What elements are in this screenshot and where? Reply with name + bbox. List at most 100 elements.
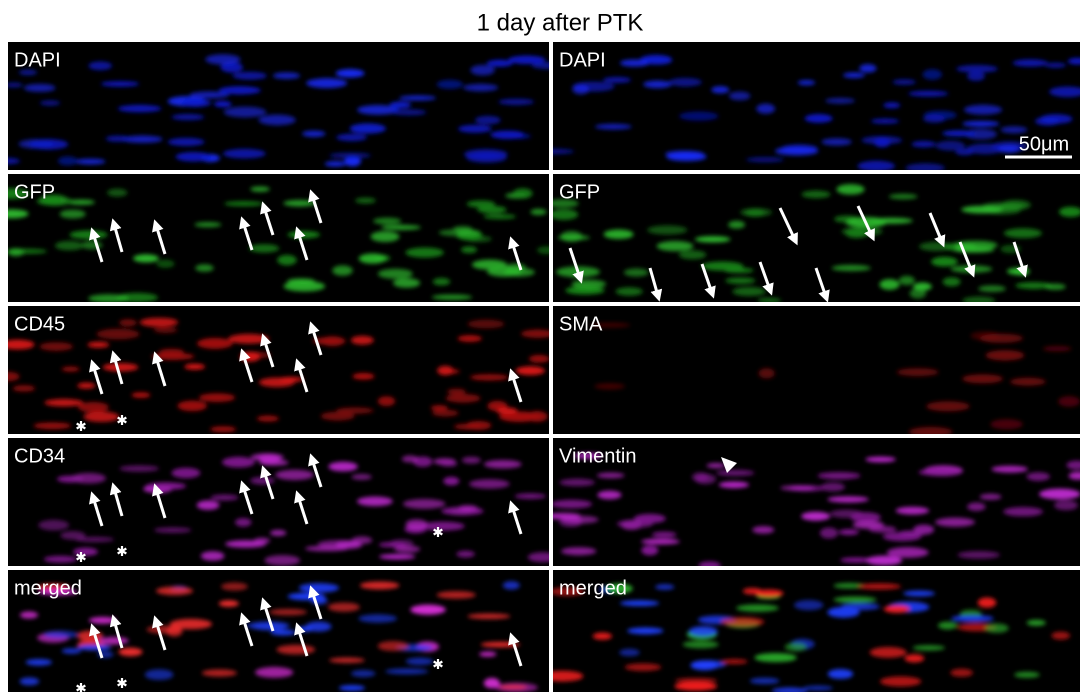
asterisk xyxy=(76,683,86,692)
cell xyxy=(956,64,998,73)
cell xyxy=(205,54,241,65)
cell xyxy=(905,163,946,170)
panel-image xyxy=(553,438,1080,566)
cell xyxy=(596,472,625,479)
cell xyxy=(213,100,232,108)
cell xyxy=(682,640,719,649)
arrow xyxy=(294,226,309,261)
arrow xyxy=(308,453,323,488)
cell xyxy=(118,647,143,657)
cell xyxy=(962,120,1000,127)
cell xyxy=(270,529,287,536)
cells xyxy=(553,452,1080,566)
cell xyxy=(510,133,531,139)
cell xyxy=(253,537,271,544)
cell xyxy=(1058,396,1080,407)
cell xyxy=(96,328,140,340)
cells xyxy=(8,186,549,302)
panel: CD45 xyxy=(8,306,549,434)
cell xyxy=(8,82,23,88)
cell xyxy=(1059,206,1080,217)
cell xyxy=(196,500,220,510)
cell xyxy=(181,99,212,107)
cell xyxy=(771,687,808,692)
cell xyxy=(962,296,996,302)
cell xyxy=(75,158,106,165)
cell xyxy=(107,188,128,197)
cell xyxy=(833,582,865,589)
cell xyxy=(153,527,192,533)
cell xyxy=(88,294,129,302)
cell xyxy=(453,423,482,430)
cell xyxy=(432,277,451,286)
cell xyxy=(691,660,726,669)
cell xyxy=(370,231,400,243)
cell xyxy=(967,71,985,82)
cell xyxy=(740,208,773,217)
arrow xyxy=(89,227,104,263)
cell xyxy=(922,69,943,80)
arrow xyxy=(260,201,275,236)
cell xyxy=(711,86,730,94)
cell xyxy=(379,553,416,560)
cell xyxy=(67,199,95,205)
cell xyxy=(1009,377,1046,386)
cell xyxy=(688,626,718,637)
cell xyxy=(470,64,495,76)
cell xyxy=(329,152,371,159)
cell xyxy=(447,388,466,395)
cell xyxy=(571,279,607,289)
cell xyxy=(918,468,962,476)
cell xyxy=(467,319,505,329)
cell xyxy=(553,499,593,509)
cell xyxy=(389,101,412,109)
arrowhead xyxy=(721,457,737,473)
arrow xyxy=(109,482,124,517)
cell xyxy=(456,550,475,558)
cell xyxy=(574,452,603,460)
cell xyxy=(105,135,130,142)
cell xyxy=(60,531,86,540)
panel-label: merged xyxy=(559,577,627,599)
cell xyxy=(78,402,109,413)
cell xyxy=(1014,671,1040,678)
cell xyxy=(460,246,478,254)
arrow xyxy=(239,480,254,515)
cell xyxy=(935,517,976,527)
arrow xyxy=(89,491,104,527)
cell xyxy=(590,322,631,328)
cell xyxy=(350,670,376,678)
cell xyxy=(553,148,575,155)
arrow xyxy=(89,359,104,395)
arrow xyxy=(239,216,254,251)
cell xyxy=(81,241,103,250)
cell xyxy=(155,586,194,596)
cell xyxy=(327,602,360,612)
cell xyxy=(18,69,38,76)
cell xyxy=(1051,631,1071,640)
cell xyxy=(833,596,877,603)
cell xyxy=(399,95,437,101)
cell xyxy=(194,222,222,228)
cell xyxy=(903,590,936,597)
panel-label: DAPI xyxy=(14,49,61,71)
cell xyxy=(898,275,915,286)
cell xyxy=(88,61,113,71)
cell xyxy=(804,114,833,123)
cell xyxy=(633,513,666,524)
cell xyxy=(624,663,662,672)
cell xyxy=(39,194,68,206)
cell xyxy=(385,668,429,675)
asterisk xyxy=(117,415,127,425)
cells xyxy=(553,582,1071,692)
cell xyxy=(255,666,294,678)
cell xyxy=(119,465,160,472)
cell xyxy=(912,645,945,651)
arrow xyxy=(109,614,124,649)
panel-label: Vimentin xyxy=(559,445,636,467)
arrow xyxy=(508,368,523,403)
cell xyxy=(819,527,839,539)
cell xyxy=(1012,59,1048,67)
cell xyxy=(794,599,824,611)
cell xyxy=(250,186,270,192)
